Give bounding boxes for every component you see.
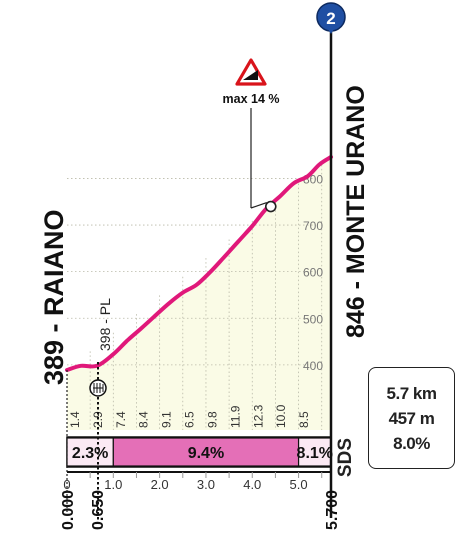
gradient-band: [112, 437, 300, 467]
segment-gradient-label: 7.4: [114, 411, 128, 428]
gradient-band-layer: 2.3% 9.4% 8.1%: [66, 436, 333, 468]
segment-gradient-layer: 1.4 2.9 7.4 8.4 9.1 6.5 9.8 11.9 12.3 10.0 8.5: [68, 404, 311, 428]
y-tick-label: 500: [303, 312, 323, 326]
profile-line: [65, 155, 333, 372]
start-label: 389 - RAIANO: [39, 209, 69, 385]
profile-area-layer: [67, 157, 331, 430]
y-tick-label: 700: [303, 219, 323, 233]
x-tick-label: 4.0: [243, 477, 261, 492]
x-tick-label: 1.0: [104, 477, 122, 492]
pl-label: 398 - PL: [97, 298, 113, 351]
x-special-label: 0.000: [60, 490, 77, 530]
max-gradient-warning: max 14 %: [223, 58, 280, 213]
climb-stats-box: 5.7 km 457 m 8.0%: [368, 367, 455, 469]
profile-line-layer: [65, 155, 333, 372]
x-tick-label: 3.0: [197, 477, 215, 492]
profile-area: [67, 157, 331, 430]
climb-number: 2: [326, 9, 335, 28]
x-special-label: 0.650: [90, 490, 107, 530]
max-gradient-label: max 14 %: [223, 92, 280, 106]
x-axis-layer: 1.0 2.0 3.0 4.0 5.0 00.000 0.650 5.700: [60, 471, 341, 530]
climb-gain: 457 m: [388, 408, 435, 428]
segment-gradient-label: 10.0: [274, 404, 288, 428]
climb-number-badge: 2: [316, 2, 346, 34]
gradient-band-label: 8.1%: [297, 445, 333, 462]
gradient-band-label: 9.4%: [188, 445, 224, 462]
segment-gradient-label: 8.4: [137, 411, 151, 428]
gradient-band-label: 2.3%: [72, 445, 108, 462]
gradient-band: [297, 437, 332, 467]
sds-label: SDS: [335, 438, 356, 477]
x-special-label: 5.700: [324, 490, 341, 530]
segment-gradient-label: 9.1: [160, 411, 174, 428]
max-gradient-point: [264, 200, 277, 213]
max-gradient-pointer-link: [250, 201, 267, 209]
x-tick-label: 0: [63, 477, 70, 492]
level-crossing-icon: [89, 379, 107, 397]
x-tick-label: 2.0: [151, 477, 169, 492]
segment-gradient-label: 12.3: [251, 404, 265, 428]
y-tick-label: 600: [303, 266, 323, 280]
summit-label: 846 - MONTE URANO: [342, 85, 370, 338]
x-tick-label: 5.0: [290, 477, 308, 492]
segment-gradient-label: 9.8: [205, 411, 219, 428]
climb-length: 5.7 km: [386, 383, 437, 403]
segment-gradient-label: 8.5: [297, 411, 311, 428]
segment-gradient-label: 11.9: [228, 405, 242, 428]
segment-gradient-label: 1.4: [68, 411, 82, 428]
segment-gradient-label: 6.5: [183, 411, 197, 428]
y-tick-label: 400: [303, 359, 323, 373]
grid-layer: [67, 164, 323, 430]
climb-avg-gradient: 8.0%: [393, 433, 430, 453]
